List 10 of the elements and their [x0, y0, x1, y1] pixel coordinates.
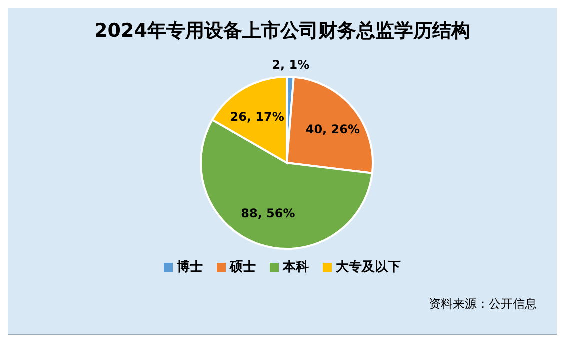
data-label: 40, 26%	[306, 122, 360, 136]
data-label: 26, 17%	[230, 110, 284, 124]
legend-label: 本科	[283, 259, 309, 276]
legend-label: 博士	[177, 259, 203, 276]
text: 资料来源：公开信息	[429, 296, 537, 313]
data-label: 2, 1%	[272, 58, 310, 72]
legend-label: 硕士	[230, 259, 256, 276]
data-label: 88, 56%	[241, 206, 296, 221]
chart-title: 2024年专用设备上市公司财务总监学历结构	[94, 19, 472, 44]
legend-label: 大专及以下	[336, 259, 401, 276]
